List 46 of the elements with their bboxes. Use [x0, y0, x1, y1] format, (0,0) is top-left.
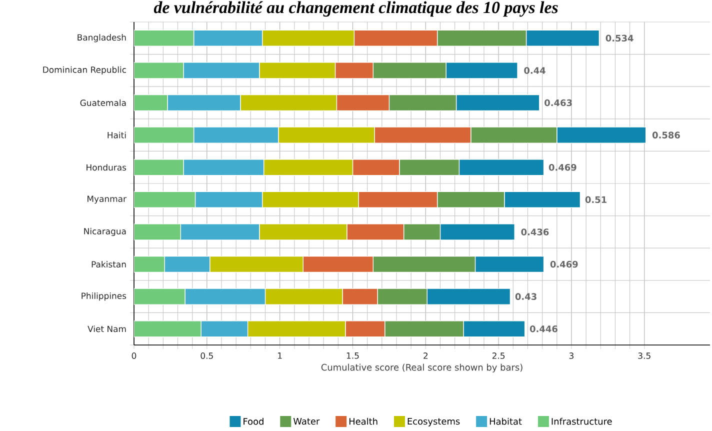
legend-label: Infrastructure: [552, 418, 612, 425]
y-tick-label: Dominican Republic: [43, 66, 126, 75]
bar: [134, 288, 186, 305]
bar: [134, 126, 194, 144]
annotation: 0.43: [515, 293, 536, 300]
bar: [134, 94, 168, 112]
bar: [134, 191, 196, 208]
annotation: 0.586: [652, 132, 680, 138]
y-tick-label: Pakistan: [92, 260, 126, 268]
bar: [134, 224, 182, 240]
annotation: 0.51: [585, 196, 606, 204]
y-tick-label: Philippines: [82, 292, 126, 301]
y-tick-label: Honduras: [86, 164, 126, 171]
legend-label: Water: [293, 418, 320, 425]
legend-label: Food: [244, 418, 264, 425]
annotation: 0.469: [550, 260, 578, 268]
annotation: 0.44: [524, 67, 546, 74]
bar: [134, 320, 202, 338]
bar: [134, 256, 165, 273]
x-tick-label: 2.5: [492, 352, 505, 359]
y-tick-label: Viet Nam: [88, 326, 126, 332]
bar: [134, 159, 184, 176]
legend-label: Ecosystems: [408, 418, 460, 426]
x-tick-label: 2: [424, 352, 428, 359]
bar: [134, 62, 184, 79]
y-tick-label: Bangladesh: [78, 34, 126, 42]
y-tick-label: Nicaragua: [84, 228, 126, 236]
bar: [134, 30, 194, 47]
legend-label: Health: [349, 418, 378, 425]
y-tick-label: Guatemala: [80, 99, 126, 106]
legend-label: Habitat: [490, 418, 522, 425]
x-tick-label: 1.5: [346, 352, 359, 359]
x-tick-label: 0.5: [200, 352, 213, 359]
annotation: 0.436: [521, 228, 549, 236]
x-tick-label: 3.5: [638, 352, 650, 359]
annotation: 0.463: [544, 99, 572, 106]
annotation: 0.469: [548, 164, 576, 171]
x-tick-label: 3: [569, 352, 574, 359]
annotation: 0.534: [606, 34, 634, 42]
chart-title: de vulnérabilité au changement climatique des 10 pays les: [154, 1, 558, 17]
x-tick-label: 0: [132, 352, 136, 359]
y-tick-label: Myanmar: [88, 196, 127, 204]
x-tick-label: 1: [278, 352, 282, 359]
annotation: 0.446: [530, 325, 558, 332]
x-axis-title: Cumulative score (Real score shown by bars): [321, 364, 522, 372]
y-tick-label: Haiti: [108, 132, 126, 138]
